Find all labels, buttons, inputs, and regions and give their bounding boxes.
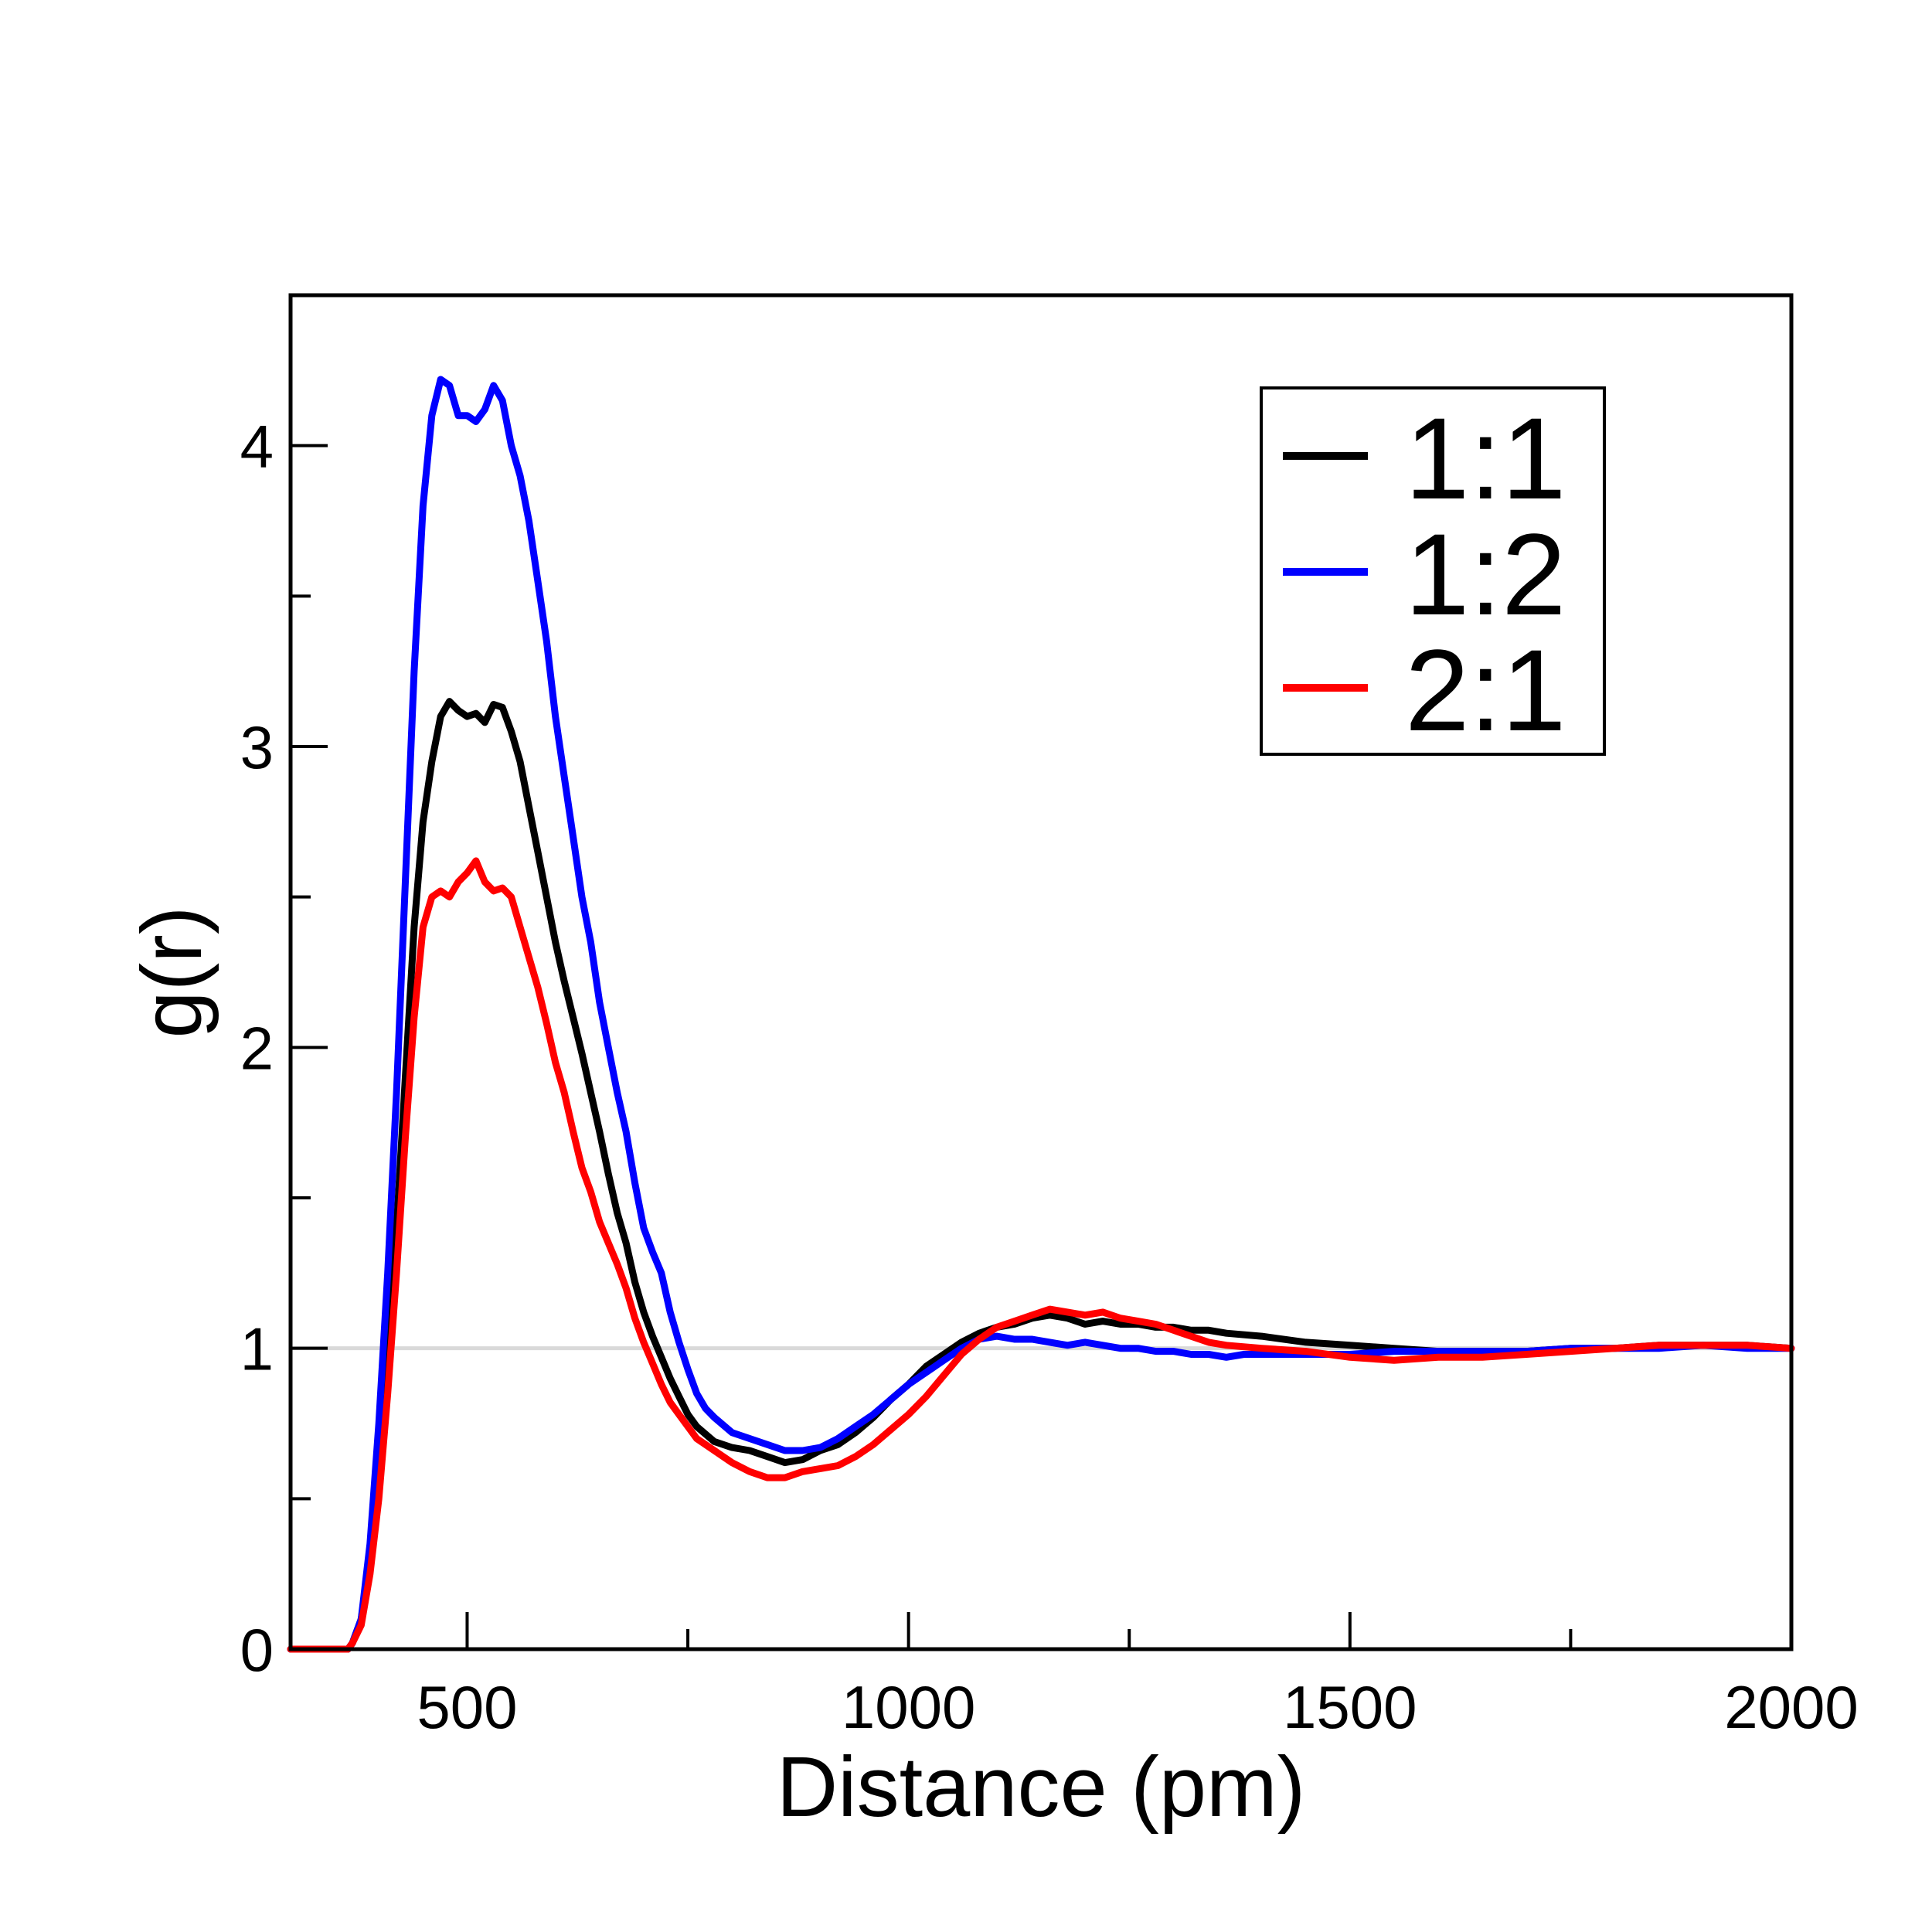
x-axis-title: Distance (pm) bbox=[777, 1740, 1306, 1835]
legend-label-2-1: 2:1 bbox=[1405, 625, 1566, 755]
y-tick-label: 4 bbox=[240, 413, 274, 481]
y-tick-label: 1 bbox=[240, 1315, 274, 1383]
legend-label-1-2: 1:2 bbox=[1405, 509, 1566, 639]
y-tick-label: 2 bbox=[240, 1014, 274, 1082]
series-line-2-1 bbox=[287, 857, 1795, 1653]
legend-label-1-1: 1:1 bbox=[1405, 393, 1566, 523]
x-tick-label: 1000 bbox=[842, 1673, 976, 1741]
series-layer bbox=[287, 376, 1795, 1653]
y-axis-title: g(r) bbox=[124, 906, 219, 1038]
series-line-1-2 bbox=[287, 376, 1795, 1653]
x-tick-label: 1500 bbox=[1283, 1673, 1417, 1741]
legend: 1:1 1:2 2:1 bbox=[1260, 386, 1606, 756]
tick-layer: 500 1000 1500 2000 0 1 2 3 4 bbox=[240, 413, 1859, 1741]
y-tick-label: 0 bbox=[240, 1616, 274, 1684]
x-tick-label: 500 bbox=[417, 1673, 517, 1741]
series-line-1-1 bbox=[287, 698, 1795, 1653]
x-tick-label: 2000 bbox=[1724, 1673, 1859, 1741]
plot-frame bbox=[288, 293, 1794, 1651]
y-tick-label: 3 bbox=[240, 713, 274, 781]
